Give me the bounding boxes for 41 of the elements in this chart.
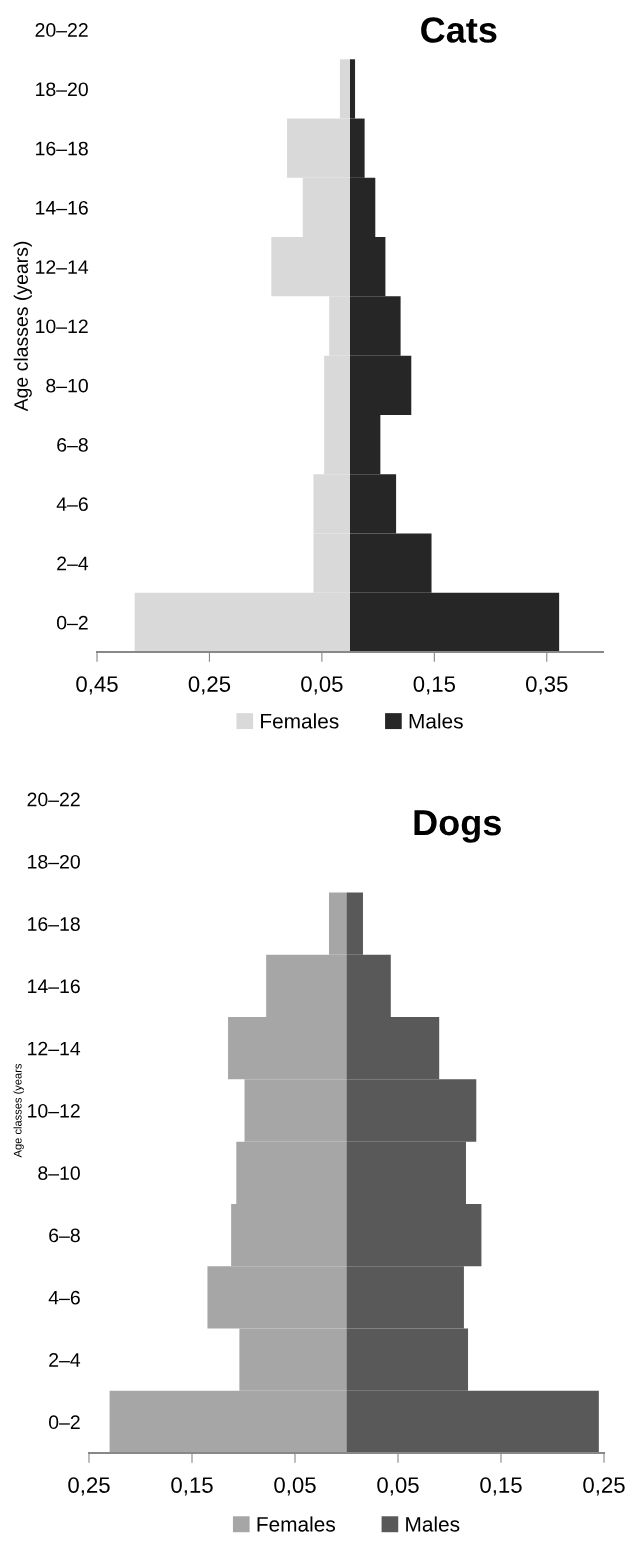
- y-tick-label: 12–14: [28, 1041, 81, 1056]
- x-tick-label: 0,25: [68, 1477, 110, 1496]
- y-tick-label: 0–2: [48, 1415, 80, 1430]
- y-tick-label: 4–6: [56, 497, 88, 512]
- y-axis-title: Age classes (years): [13, 241, 32, 412]
- y-tick-label: 18–20: [36, 82, 88, 97]
- y-tick-label: 18–20: [28, 854, 80, 869]
- y-tick-label: 6–8: [49, 1228, 80, 1243]
- y-tick-label: 10–12: [28, 1103, 80, 1118]
- y-tick-label: 20–22: [27, 792, 80, 807]
- y-tick-label: 10–12: [36, 319, 88, 334]
- y-tick-label: 12–14: [36, 260, 89, 274]
- x-tick-label: 0,15: [413, 676, 456, 695]
- x-tick-label: 0,05: [377, 1477, 419, 1496]
- legend-label: Females: [257, 1516, 335, 1532]
- y-tick-label: 0–2: [56, 615, 88, 630]
- x-tick-label: 0,25: [188, 676, 231, 695]
- y-axis-title: Age classes (years: [13, 1063, 24, 1158]
- y-tick-label: 14–16: [28, 979, 80, 994]
- x-tick-label: 0,35: [526, 676, 568, 695]
- y-tick-label: 8–10: [38, 1166, 80, 1181]
- legend-label: Females: [261, 713, 339, 729]
- y-tick-label: 8–10: [46, 378, 88, 393]
- chart-title: Cats: [421, 17, 497, 43]
- legend-label: Males: [406, 1516, 460, 1532]
- y-tick-label: 6–8: [57, 438, 88, 452]
- x-tick-label: 0,05: [301, 676, 343, 695]
- y-tick-label: 2–4: [49, 1353, 81, 1367]
- y-tick-label: 16–18: [28, 917, 80, 931]
- y-tick-label: 2–4: [57, 556, 89, 571]
- text: Dogs: [414, 810, 501, 843]
- y-tick-label: 16–18: [36, 141, 88, 156]
- y-tick-label: 20–22: [35, 23, 88, 37]
- legend-label: Males: [409, 713, 463, 729]
- y-tick-label: 4–6: [48, 1290, 80, 1305]
- x-tick-label: 0,05: [274, 1477, 316, 1496]
- x-tick-label: 0,25: [583, 1477, 625, 1496]
- x-tick-label: 0,15: [480, 1477, 522, 1496]
- y-tick-label: 14–16: [36, 200, 88, 215]
- x-tick-label: 0,45: [76, 676, 118, 695]
- x-tick-label: 0,15: [171, 1477, 213, 1496]
